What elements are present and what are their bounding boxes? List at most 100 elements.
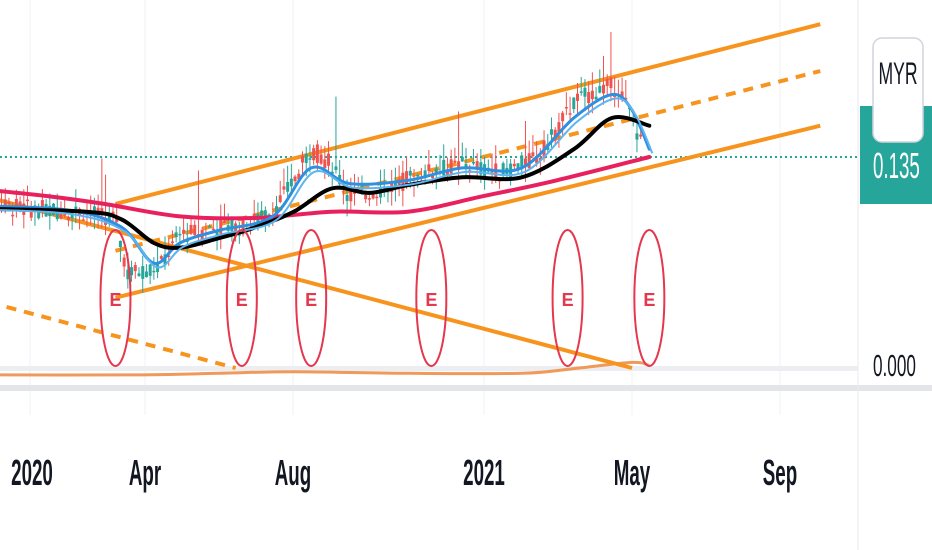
x-tick-label: 2020: [11, 454, 53, 494]
x-tick-label: Sep: [763, 454, 797, 494]
candle: [460, 156, 464, 162]
earnings-marker[interactable]: [295, 229, 328, 367]
candle: [29, 207, 33, 218]
candle: [501, 163, 505, 176]
candle: [55, 209, 59, 220]
candle: [587, 92, 591, 104]
candle: [26, 199, 30, 202]
candle: [605, 79, 609, 86]
candle: [66, 217, 70, 221]
candle: [598, 85, 602, 93]
candle: [286, 182, 290, 192]
candle: [553, 129, 557, 141]
candle: [445, 169, 449, 176]
trendline[interactable]: [114, 69, 821, 253]
candle: [531, 152, 535, 157]
candle: [375, 196, 379, 199]
earnings-marker[interactable]: [551, 229, 584, 367]
candle: [193, 224, 197, 236]
candle: [334, 166, 338, 170]
candle: [234, 223, 238, 237]
x-tick-label: 2021: [463, 454, 505, 494]
candle: [167, 255, 171, 257]
candle: [14, 198, 18, 211]
trendline[interactable]: [0, 193, 633, 370]
x-tick-label: Aug: [275, 454, 311, 494]
candle: [620, 91, 624, 99]
candle: [453, 160, 457, 163]
candle: [434, 168, 438, 175]
candle: [122, 257, 126, 267]
candle: [304, 153, 308, 163]
candle: [159, 256, 163, 259]
price-axis[interactable]: 0.135 MYR 0.000: [860, 37, 932, 383]
ma-long-line[interactable]: [0, 155, 652, 221]
candle: [230, 218, 234, 232]
earnings-marker[interactable]: [99, 229, 132, 367]
candle: [107, 213, 111, 220]
currency-label: MYR: [878, 57, 917, 92]
candle: [81, 219, 85, 221]
candle: [59, 210, 63, 219]
candle: [535, 157, 539, 164]
trendline[interactable]: [114, 22, 821, 206]
candle: [609, 77, 613, 89]
candle: [431, 174, 435, 179]
candle: [360, 184, 364, 189]
earnings-marker-label: E: [109, 290, 121, 310]
candle: [219, 220, 223, 234]
candle: [613, 95, 617, 97]
candle: [327, 153, 331, 166]
earnings-marker[interactable]: [225, 229, 258, 367]
candle: [635, 133, 639, 140]
pane-separator: [0, 385, 932, 391]
earnings-marker[interactable]: [633, 229, 666, 367]
x-tick-label: May: [614, 454, 650, 494]
candle: [583, 87, 587, 97]
earnings-marker-label: E: [236, 290, 248, 310]
candle: [11, 214, 15, 217]
candle: [111, 211, 115, 215]
candle: [471, 161, 475, 164]
x-tick-label: Apr: [129, 454, 161, 494]
candle: [252, 213, 256, 218]
candle: [490, 171, 494, 173]
ma-short-secondary-line[interactable]: [0, 97, 654, 269]
moving-averages: [0, 92, 654, 269]
candle: [371, 194, 375, 199]
candle: [222, 220, 226, 223]
candle: [40, 200, 44, 211]
candles: [0, 32, 643, 293]
candle: [364, 194, 368, 200]
candle: [130, 267, 134, 276]
candle: [557, 122, 561, 133]
trendline[interactable]: [114, 123, 821, 300]
candle: [561, 112, 565, 122]
candle: [7, 202, 11, 205]
candle: [449, 159, 453, 174]
trendlines: [0, 22, 821, 370]
candle: [568, 113, 572, 115]
time-axis[interactable]: 2020 Apr Aug 2021 May Sep: [11, 454, 797, 494]
zero-baseline-band: [0, 366, 858, 371]
earnings-marker[interactable]: [415, 229, 448, 367]
volume-series: [0, 360, 650, 377]
candle: [189, 224, 193, 234]
candle: [312, 148, 316, 161]
candle: [624, 97, 628, 100]
candle: [278, 195, 282, 203]
candle: [423, 170, 427, 179]
candle: [152, 270, 156, 273]
ma-mid-line[interactable]: [0, 115, 652, 250]
candle: [393, 181, 397, 188]
candle: [211, 228, 215, 231]
currency-button[interactable]: [872, 37, 924, 143]
trendline[interactable]: [0, 298, 237, 370]
candle: [18, 201, 22, 209]
candle: [92, 206, 96, 215]
candle: [182, 229, 186, 234]
last-price-label: 0.135: [873, 147, 920, 187]
candle: [170, 241, 174, 243]
